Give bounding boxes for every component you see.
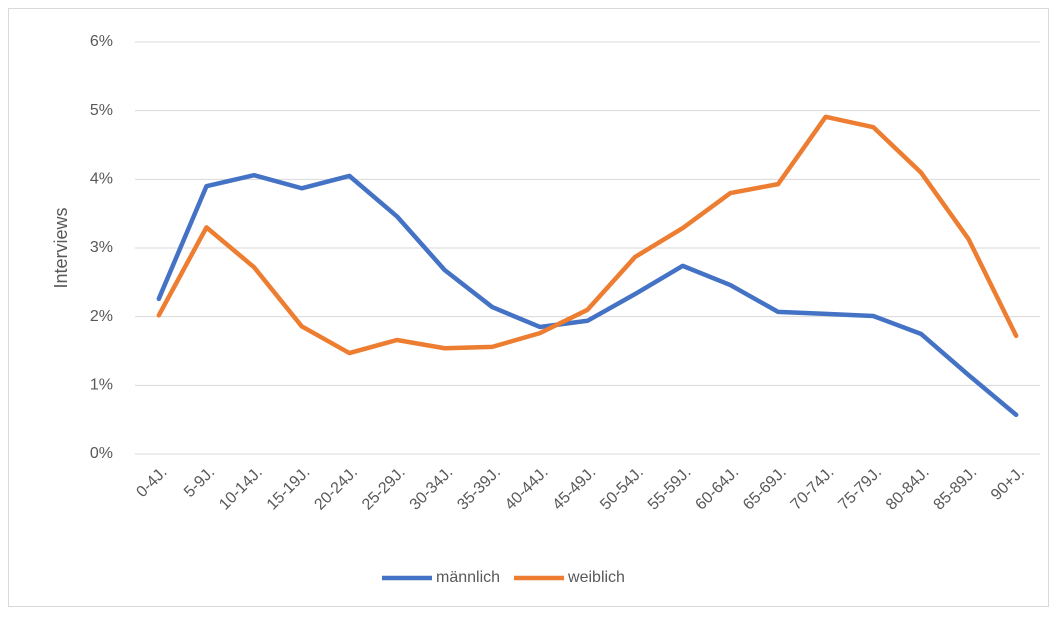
series-line bbox=[156, 114, 1019, 356]
y-tick-label: 0% bbox=[90, 445, 113, 462]
legend-label: weiblich bbox=[567, 569, 625, 586]
y-tick-label: 3% bbox=[90, 239, 113, 256]
y-tick-label: 5% bbox=[90, 102, 113, 119]
y-tick-label: 2% bbox=[90, 308, 113, 325]
chart-border bbox=[8, 8, 1049, 607]
y-axis-label: Interviews bbox=[51, 207, 71, 288]
y-tick-label: 6% bbox=[90, 33, 113, 50]
legend-label: männlich bbox=[436, 569, 500, 586]
series-line bbox=[156, 172, 1019, 418]
y-tick-label: 1% bbox=[90, 377, 113, 394]
y-tick-label: 4% bbox=[90, 171, 113, 188]
